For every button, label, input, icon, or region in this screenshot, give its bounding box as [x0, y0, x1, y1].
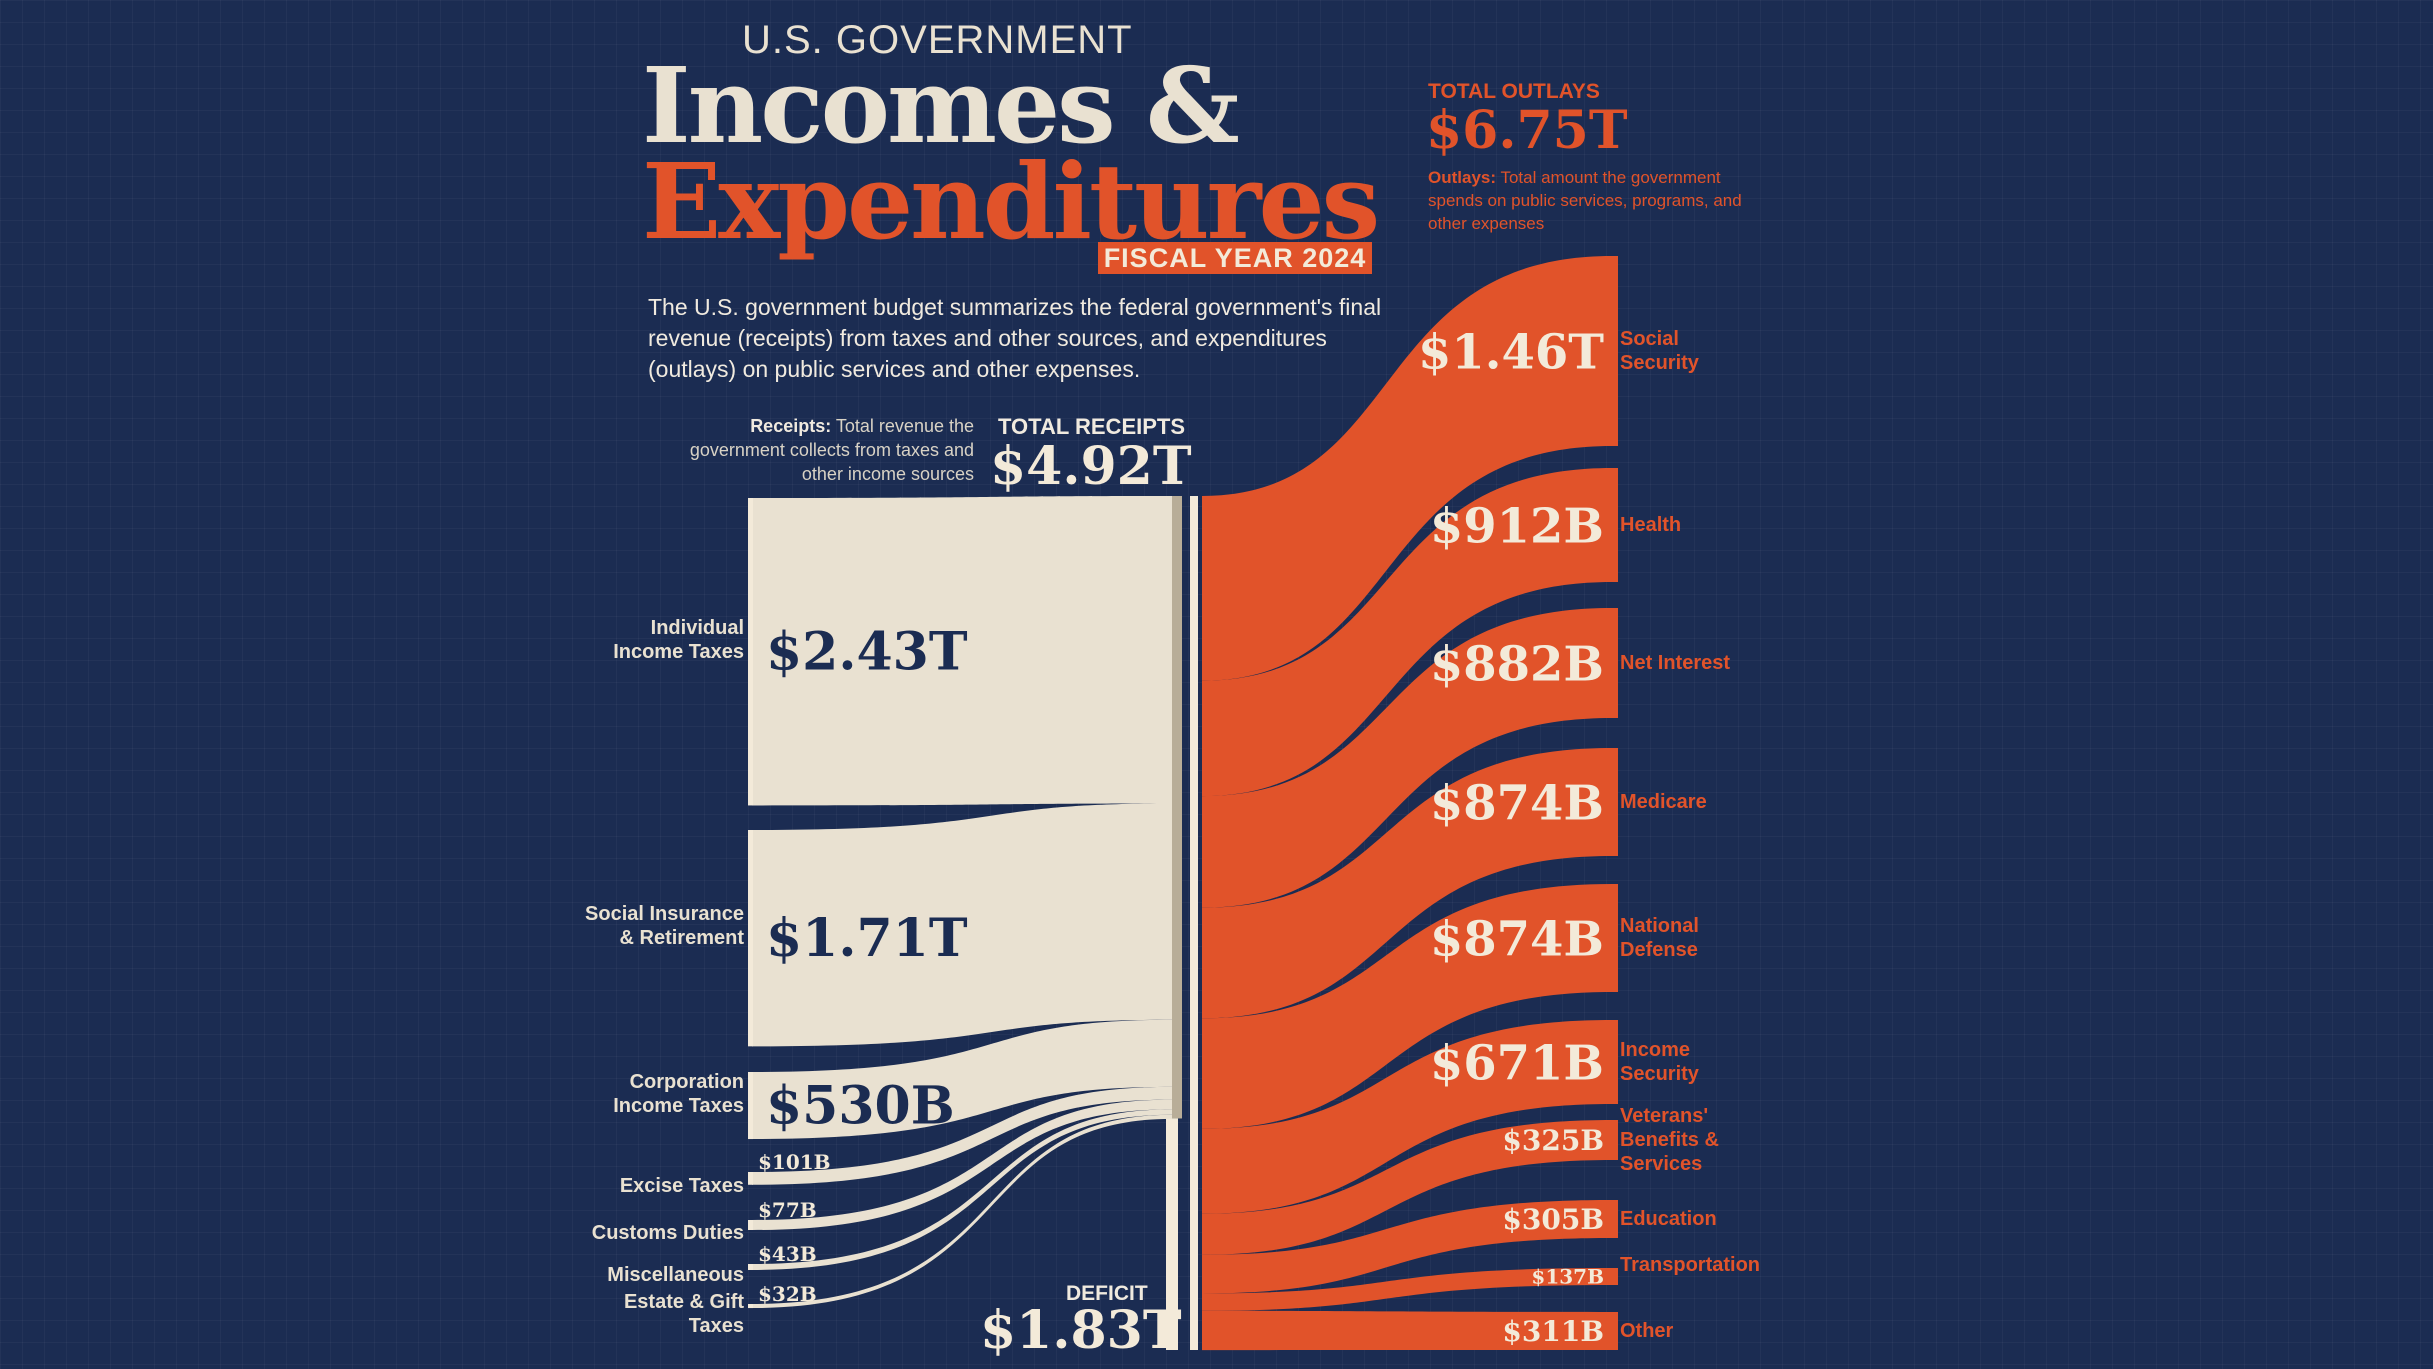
receipt-node-corporation-income-taxes — [748, 1072, 753, 1140]
outlay-label-veterans-benefits-services: Veterans' Benefits & Services — [1620, 1105, 1719, 1175]
outlay-flow-net-interest — [1202, 608, 1612, 908]
total-outlays-value: $6.75T — [1426, 100, 1628, 161]
outlay-label-medicare: Medicare — [1620, 791, 1707, 813]
outlay-flow-national-defense — [1202, 884, 1612, 1129]
supertitle: U.S. GOVERNMENT — [742, 18, 1133, 62]
outlay-flow-health — [1202, 468, 1612, 797]
outlays-definition-text: Total amount the government spends on pu… — [1428, 168, 1742, 233]
receipt-value-corporation-income-taxes: $530B — [766, 1076, 955, 1137]
receipt-node-excise-taxes — [748, 1172, 753, 1185]
outlay-label-health: Health — [1620, 514, 1682, 536]
outlay-value-other: $311B — [1502, 1315, 1604, 1348]
outlay-label-education: Education — [1620, 1208, 1717, 1230]
title-incomes: Incomes & — [642, 44, 1240, 167]
outlay-value-income-security: $671B — [1430, 1035, 1604, 1091]
receipts-term: Receipts: — [750, 416, 832, 436]
receipt-value-excise-taxes: $101B — [758, 1150, 831, 1174]
receipt-value-estate-gift-taxes: $32B — [758, 1282, 817, 1306]
outlay-divider-line — [1190, 496, 1198, 1350]
outlay-value-transportation: $137B — [1531, 1265, 1604, 1289]
total-receipts-label: TOTAL RECEIPTS — [998, 414, 1186, 439]
outlay-value-health: $912B — [1430, 498, 1604, 554]
receipt-label-excise-taxes: Excise Taxes — [619, 1175, 744, 1198]
receipt-label-estate-gift-taxes: Estate & Gift Taxes — [623, 1291, 744, 1338]
outlay-node-veterans-benefits-services — [1612, 1120, 1618, 1160]
receipt-label-social-insurance-retirement: Social Insurance & Retirement — [585, 903, 744, 950]
outlay-node-income-security — [1612, 1020, 1618, 1104]
receipt-flow-individual-income-taxes — [752, 496, 1172, 806]
outlay-label-other: Other — [1620, 1320, 1674, 1342]
outlay-value-net-interest: $882B — [1430, 636, 1604, 692]
receipt-node-estate-gift-taxes — [748, 1304, 753, 1309]
receipt-flow-corporation-income-taxes — [752, 1019, 1172, 1140]
outlay-node-health — [1612, 468, 1618, 582]
deficit-bar — [1166, 1118, 1178, 1350]
total-outlays-label: TOTAL OUTLAYS — [1428, 80, 1600, 103]
outlay-flow-other — [1202, 1310, 1612, 1351]
outlay-value-national-defense: $874B — [1430, 911, 1604, 967]
outlay-flow-social-security — [1202, 256, 1612, 681]
receipt-label-customs-duties: Customs Duties — [591, 1222, 744, 1244]
receipt-node-miscellaneous — [748, 1264, 753, 1270]
deficit-value: $1.83T — [980, 1300, 1182, 1361]
receipt-label-individual-income-taxes: Individual Income Taxes — [613, 616, 744, 663]
outlay-value-social-security: $1.46T — [1418, 324, 1604, 380]
outlays-term: Outlays: — [1428, 168, 1497, 187]
receipt-value-individual-income-taxes: $2.43T — [766, 622, 968, 683]
deficit-label: DEFICIT — [1066, 1282, 1148, 1305]
outlay-value-veterans-benefits-services: $325B — [1502, 1124, 1604, 1157]
outlays-definition: Outlays: Total amount the government spe… — [1428, 166, 1748, 235]
receipt-flow-social-insurance-retirement — [752, 803, 1172, 1047]
outlay-flow-veterans-benefits-services — [1202, 1120, 1612, 1255]
outlay-node-net-interest — [1612, 608, 1618, 718]
outlay-node-social-security — [1612, 256, 1618, 446]
receipt-value-social-insurance-retirement: $1.71T — [766, 908, 968, 969]
outlay-node-other — [1612, 1312, 1618, 1350]
outlay-flow-transportation — [1202, 1268, 1612, 1311]
receipt-flow-excise-taxes — [752, 1086, 1172, 1185]
outlay-flow-education — [1202, 1200, 1612, 1294]
outlay-label-national-defense: National Defense — [1620, 915, 1699, 961]
outlay-label-income-security: Income Security — [1620, 1039, 1699, 1085]
outlay-node-national-defense — [1612, 884, 1618, 992]
total-receipts-value: $4.92T — [990, 436, 1192, 497]
outlay-value-education: $305B — [1502, 1203, 1604, 1236]
receipt-node-individual-income-taxes — [748, 498, 753, 806]
fiscal-year-badge: FISCAL YEAR 2024 — [1098, 242, 1372, 274]
outlay-value-medicare: $874B — [1430, 775, 1604, 831]
receipts-total-bar — [1172, 496, 1182, 1119]
outlay-flow-income-security — [1202, 1020, 1612, 1214]
outlay-node-transportation — [1612, 1268, 1618, 1285]
receipt-node-social-insurance-retirement — [748, 830, 753, 1047]
receipt-label-corporation-income-taxes: Corporation Income Taxes — [613, 1070, 744, 1117]
receipts-definition-text: Total revenue the government collects fr… — [689, 416, 974, 484]
outlay-label-net-interest: Net Interest — [1620, 652, 1731, 674]
intro-text: The U.S. government budget summarizes th… — [648, 294, 1382, 382]
receipts-definition: Receipts: Total revenue the government c… — [680, 414, 974, 486]
outlay-node-medicare — [1612, 748, 1618, 856]
outlay-flow-medicare — [1202, 748, 1612, 1019]
receipt-label-miscellaneous: Miscellaneous — [607, 1264, 744, 1286]
outlay-label-transportation: Transportation — [1620, 1253, 1761, 1276]
receipt-value-customs-duties: $77B — [758, 1198, 817, 1222]
receipt-node-customs-duties — [748, 1220, 753, 1230]
outlay-label-social-security: Social Security — [1620, 328, 1699, 374]
outlay-node-education — [1612, 1200, 1618, 1238]
receipt-value-miscellaneous: $43B — [758, 1242, 817, 1266]
